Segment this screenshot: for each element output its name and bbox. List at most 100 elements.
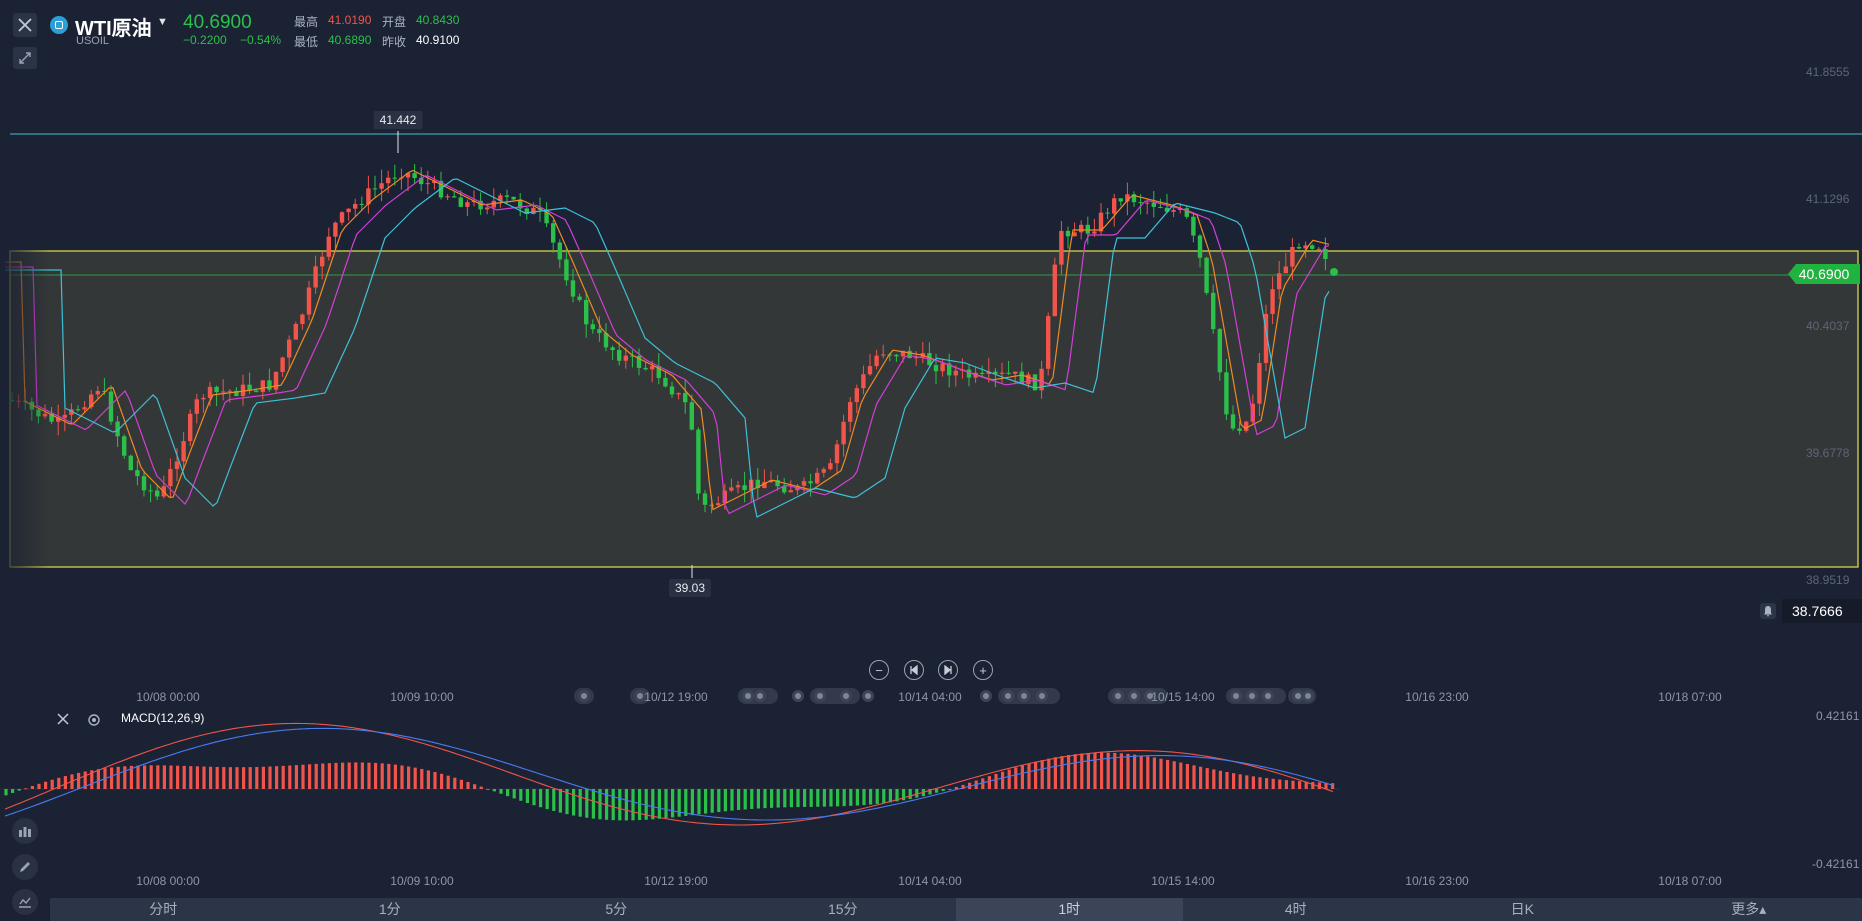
macd-histogram-bar: [1245, 775, 1249, 789]
event-marker[interactable]: [840, 690, 852, 702]
alert-price[interactable]: 38.7666: [1782, 599, 1862, 623]
event-marker[interactable]: [1230, 690, 1242, 702]
candle-body: [214, 386, 219, 393]
indicator-tool-button[interactable]: [12, 818, 38, 844]
draw-tool-button[interactable]: [12, 854, 38, 880]
candle-body: [986, 371, 991, 374]
price-axis-label: 41.8555: [1806, 65, 1850, 79]
macd-histogram-bar: [1020, 765, 1024, 789]
candle-body: [425, 183, 430, 185]
candle-body: [419, 178, 424, 185]
time-axis-label: 10/14 04:00: [898, 690, 962, 704]
macd-histogram-bar: [1100, 752, 1104, 789]
close-chart-button[interactable]: [13, 13, 37, 37]
candle-body: [722, 490, 727, 504]
line-tool-button[interactable]: [12, 889, 38, 915]
line-chart-icon: [19, 897, 31, 908]
candle-body: [953, 370, 958, 376]
symbol-name[interactable]: WTI原油: [75, 18, 152, 40]
macd-histogram-bar: [770, 789, 774, 808]
tab-timeframe[interactable]: 1分: [378, 901, 401, 917]
macd-histogram-bar: [1073, 754, 1077, 789]
bell-icon[interactable]: [1760, 603, 1776, 619]
tab-timeframe[interactable]: 5分: [605, 901, 628, 917]
candle-body: [1065, 230, 1071, 237]
event-marker[interactable]: [634, 690, 646, 702]
macd-histogram-bar: [882, 789, 886, 804]
candle-body: [280, 357, 285, 372]
macd-histogram-bar: [1251, 776, 1255, 789]
event-marker[interactable]: [1036, 690, 1048, 702]
event-marker[interactable]: [980, 690, 992, 702]
event-marker[interactable]: [1292, 690, 1304, 702]
macd-histogram-bar: [888, 789, 892, 803]
macd-histogram-bar: [1159, 758, 1163, 789]
event-marker[interactable]: [1246, 690, 1258, 702]
tab-timeframe[interactable]: 4时: [1284, 901, 1307, 917]
macd-histogram-bar: [202, 766, 206, 789]
candle-body: [1052, 264, 1057, 317]
macd-histogram-bar: [512, 789, 516, 799]
tab-more[interactable]: 更多▴: [1731, 901, 1767, 917]
event-marker[interactable]: [814, 690, 826, 702]
event-marker[interactable]: [792, 690, 804, 702]
zoom-in-button[interactable]: +: [973, 660, 993, 680]
macd-histogram-bar: [776, 789, 780, 808]
macd-histogram-bar: [426, 770, 430, 789]
macd-histogram-bar: [743, 789, 747, 810]
event-marker[interactable]: [742, 690, 754, 702]
tab-timeframe[interactable]: 分时: [149, 901, 178, 917]
candle-body: [511, 196, 516, 200]
macd-histogram-bar: [519, 789, 523, 801]
symbol-dropdown-icon[interactable]: ▼: [157, 16, 168, 28]
candle-body: [570, 280, 576, 297]
candle-body: [1059, 230, 1064, 265]
macd-histogram-bar: [1119, 753, 1123, 789]
event-marker[interactable]: [862, 690, 874, 702]
macd-histogram-bar: [1291, 780, 1295, 789]
event-marker[interactable]: [1112, 690, 1124, 702]
time-axis-label: 10/09 10:00: [390, 690, 454, 704]
macd-histogram-bar: [90, 770, 94, 789]
candle-body: [194, 399, 199, 414]
event-marker[interactable]: [1128, 690, 1140, 702]
macd-histogram-bar: [341, 762, 345, 789]
macd-histogram-bar: [783, 789, 787, 808]
event-marker[interactable]: [1262, 690, 1274, 702]
candle-body: [504, 195, 510, 197]
indicator-settings-button[interactable]: [86, 712, 102, 731]
candle-body: [240, 384, 246, 396]
candle-body: [1026, 374, 1031, 385]
tab-timeframe[interactable]: 日K: [1510, 901, 1534, 917]
prev-button[interactable]: [904, 660, 924, 680]
candle-body: [128, 455, 133, 471]
candle-body: [815, 472, 820, 484]
macd-histogram-bar: [506, 789, 510, 797]
candle-body: [1191, 216, 1196, 236]
macd-histogram-bar: [486, 788, 490, 790]
tab-timeframe-active[interactable]: 1时: [956, 898, 1183, 921]
candle-body: [207, 386, 213, 398]
event-marker[interactable]: [1002, 690, 1014, 702]
event-marker[interactable]: [1144, 690, 1156, 702]
symbol-code: USOIL: [76, 35, 110, 47]
candle-body: [854, 388, 859, 403]
event-marker[interactable]: [1018, 690, 1030, 702]
macd-histogram-bar: [981, 778, 985, 789]
zoom-out-button[interactable]: −: [869, 660, 889, 680]
time-axis-label: 10/15 14:00: [1151, 874, 1215, 888]
macd-histogram-bar: [1179, 762, 1183, 789]
candle-body: [1118, 198, 1123, 202]
next-button[interactable]: [938, 660, 958, 680]
macd-histogram-bar: [1284, 780, 1288, 789]
close-indicator-button[interactable]: [56, 712, 70, 729]
macd-histogram-bar: [261, 766, 265, 789]
event-marker[interactable]: [754, 690, 766, 702]
candle-body: [1079, 224, 1084, 233]
tab-timeframe[interactable]: 15分: [827, 901, 858, 917]
macd-histogram-bar: [631, 789, 635, 821]
expand-button[interactable]: [13, 47, 37, 69]
event-marker[interactable]: [1302, 690, 1314, 702]
event-marker[interactable]: [578, 690, 590, 702]
